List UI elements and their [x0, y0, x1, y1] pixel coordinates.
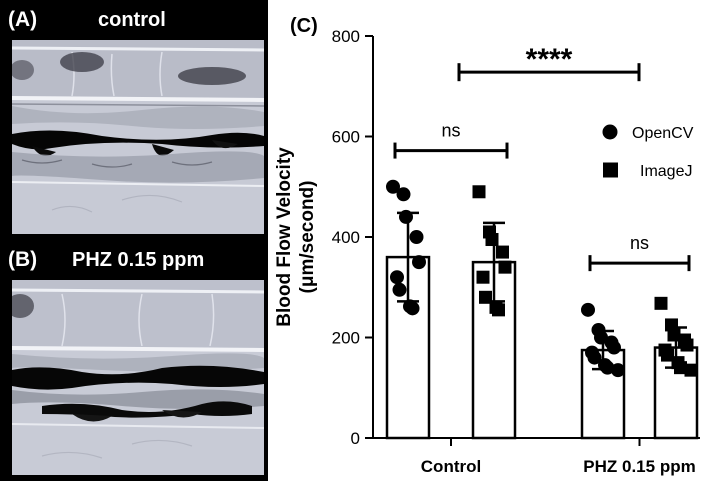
error-bars: [397, 211, 687, 371]
data-point-circle: [409, 230, 424, 244]
data-point-square: [498, 260, 512, 274]
panel-b-phz-image: (B) PHZ 0.15 ppm: [0, 240, 268, 481]
data-point-square: [472, 185, 486, 199]
y-tick-label: 200: [332, 329, 360, 348]
significance-stars: ****: [526, 43, 573, 76]
data-point-circle: [607, 340, 621, 355]
data-point-circle: [392, 282, 407, 297]
phz-vessel-image: [12, 280, 264, 475]
panel-b-letter: (B): [8, 248, 38, 271]
legend-marker-square: [603, 162, 618, 178]
data-point-square: [661, 348, 674, 362]
bars: [385, 255, 699, 440]
panel-c-letter: (C): [290, 15, 318, 37]
legend-label: ImageJ: [640, 163, 692, 180]
y-axis-title: Blood Flow Velocity (μm/second): [274, 147, 318, 327]
data-point-square: [492, 303, 505, 317]
velocity-bar-chart: (C) Blood Flow Velocity (μm/second) 0 200…: [274, 15, 700, 476]
control-vessel-image: [12, 40, 264, 234]
category-label: Control: [421, 457, 481, 476]
y-tick-label: 600: [332, 128, 360, 147]
data-point-circle: [587, 350, 602, 365]
y-axis-title-line2: (μm/second): [297, 181, 318, 294]
data-point-circle: [390, 270, 404, 285]
data-point-circle: [412, 255, 426, 270]
panel-a-letter: (A): [8, 8, 38, 31]
y-axis-title-line1: Blood Flow Velocity: [274, 147, 295, 327]
significance-annotations: ns ns ****: [393, 43, 691, 272]
data-point-square: [654, 296, 668, 310]
phz-micrograph: [12, 280, 264, 475]
data-point-square: [476, 270, 490, 284]
ns-label: ns: [630, 233, 649, 253]
legend-marker-circle: [602, 124, 618, 140]
y-tick-label: 400: [332, 228, 360, 247]
data-point-circle: [396, 187, 411, 202]
y-tick-label: 0: [351, 429, 360, 448]
data-point-circle: [581, 302, 595, 317]
legend-label: OpenCV: [632, 125, 694, 142]
data-point-circle: [611, 363, 625, 378]
axes: 0 200 400 600 800: [332, 27, 700, 448]
data-point-circle: [405, 301, 420, 316]
category-labels: Control PHZ 0.15 ppm: [421, 438, 696, 476]
data-point-square: [496, 245, 509, 259]
ns-label: ns: [441, 121, 460, 141]
category-label: PHZ 0.15 ppm: [583, 457, 695, 476]
panel-a-title: control: [98, 9, 166, 31]
data-point-square: [684, 363, 698, 377]
legend: OpenCV ImageJ: [602, 124, 694, 180]
data-point-square: [680, 338, 694, 352]
data-point-circle: [594, 330, 608, 345]
panel-b-title: PHZ 0.15 ppm: [72, 249, 205, 271]
data-points: [386, 179, 698, 378]
panel-a-control-image: (A) control: [0, 0, 268, 240]
control-micrograph: [12, 40, 264, 234]
data-point-circle: [386, 179, 400, 194]
y-tick-label: 800: [332, 27, 360, 46]
data-point-square: [485, 233, 499, 247]
